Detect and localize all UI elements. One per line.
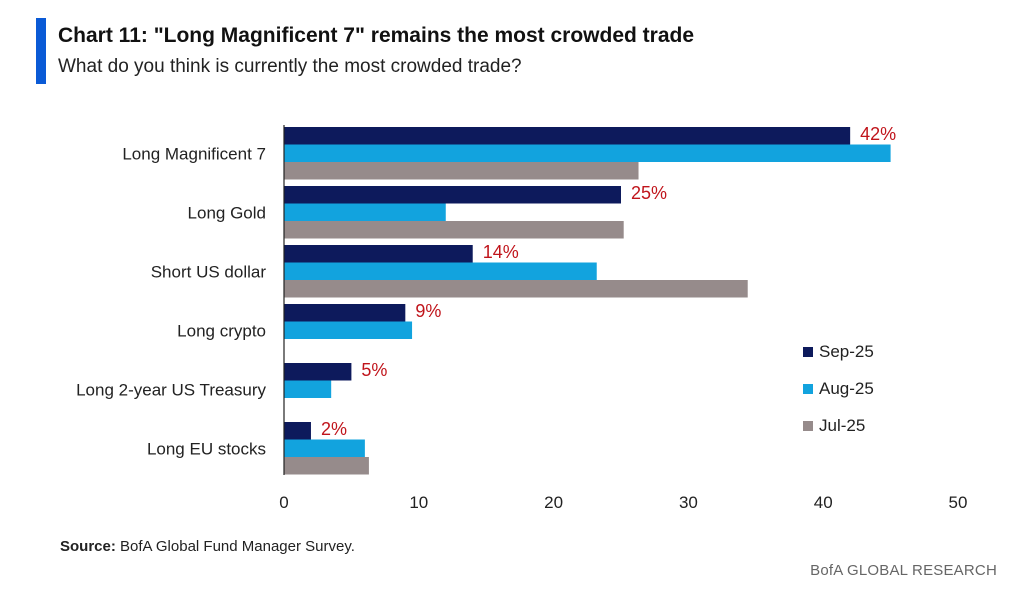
bar-short-us-dollar-aug-25 (284, 262, 597, 280)
legend-label-jul-25: Jul-25 (819, 416, 865, 435)
x-tick-label-0: 0 (279, 493, 288, 512)
legend-label-aug-25: Aug-25 (819, 379, 874, 398)
data-label-long-crypto: 9% (415, 301, 441, 321)
category-label-long-gold: Long Gold (188, 203, 266, 222)
category-label-long-2-year-us-treasury: Long 2-year US Treasury (76, 380, 266, 399)
category-label-long-magnificent-7: Long Magnificent 7 (122, 144, 266, 163)
bar-long-gold-sep-25 (284, 186, 621, 204)
bar-long-eu-stocks-aug-25 (284, 439, 365, 457)
data-label-long-2-year-us-treasury: 5% (361, 360, 387, 380)
source-note: Source: BofA Global Fund Manager Survey. (60, 538, 355, 555)
chart-subtitle: What do you think is currently the most … (58, 56, 522, 77)
legend-swatch-sep-25 (803, 347, 813, 357)
bar-long-eu-stocks-sep-25 (284, 422, 311, 440)
bar-long-crypto-sep-25 (284, 304, 406, 322)
legend-label-sep-25: Sep-25 (819, 342, 874, 361)
data-label-long-eu-stocks: 2% (321, 419, 347, 439)
source-label: Source: (60, 538, 116, 555)
chart-title: Chart 11: "Long Magnificent 7" remains t… (58, 24, 695, 47)
legend-swatch-aug-25 (803, 384, 813, 394)
bar-long-magnificent-7-jul-25 (284, 162, 639, 180)
legend-swatch-jul-25 (803, 421, 813, 431)
x-tick-label-50: 50 (949, 493, 968, 512)
bar-long-gold-jul-25 (284, 221, 624, 239)
brand-label: BofA GLOBAL RESEARCH (810, 562, 997, 579)
category-label-long-crypto: Long crypto (177, 321, 266, 340)
bar-short-us-dollar-jul-25 (284, 280, 748, 298)
bar-short-us-dollar-sep-25 (284, 245, 473, 263)
bar-long-crypto-aug-25 (284, 321, 413, 339)
category-label-short-us-dollar: Short US dollar (151, 262, 267, 281)
category-label-long-eu-stocks: Long EU stocks (147, 439, 266, 458)
x-tick-label-20: 20 (544, 493, 563, 512)
data-label-short-us-dollar: 14% (483, 242, 519, 262)
title-accent-bar (36, 18, 46, 84)
bar-long-magnificent-7-aug-25 (284, 144, 891, 162)
bar-long-magnificent-7-sep-25 (284, 127, 851, 145)
x-tick-label-40: 40 (814, 493, 833, 512)
source-text: BofA Global Fund Manager Survey. (115, 538, 355, 555)
x-tick-label-30: 30 (679, 493, 698, 512)
bar-long-gold-aug-25 (284, 203, 446, 221)
data-label-long-magnificent-7: 42% (860, 124, 896, 144)
bar-long-2-year-us-treasury-aug-25 (284, 380, 332, 398)
data-label-long-gold: 25% (631, 183, 667, 203)
x-tick-label-10: 10 (409, 493, 428, 512)
bar-long-2-year-us-treasury-sep-25 (284, 363, 352, 381)
bar-long-eu-stocks-jul-25 (284, 457, 369, 475)
